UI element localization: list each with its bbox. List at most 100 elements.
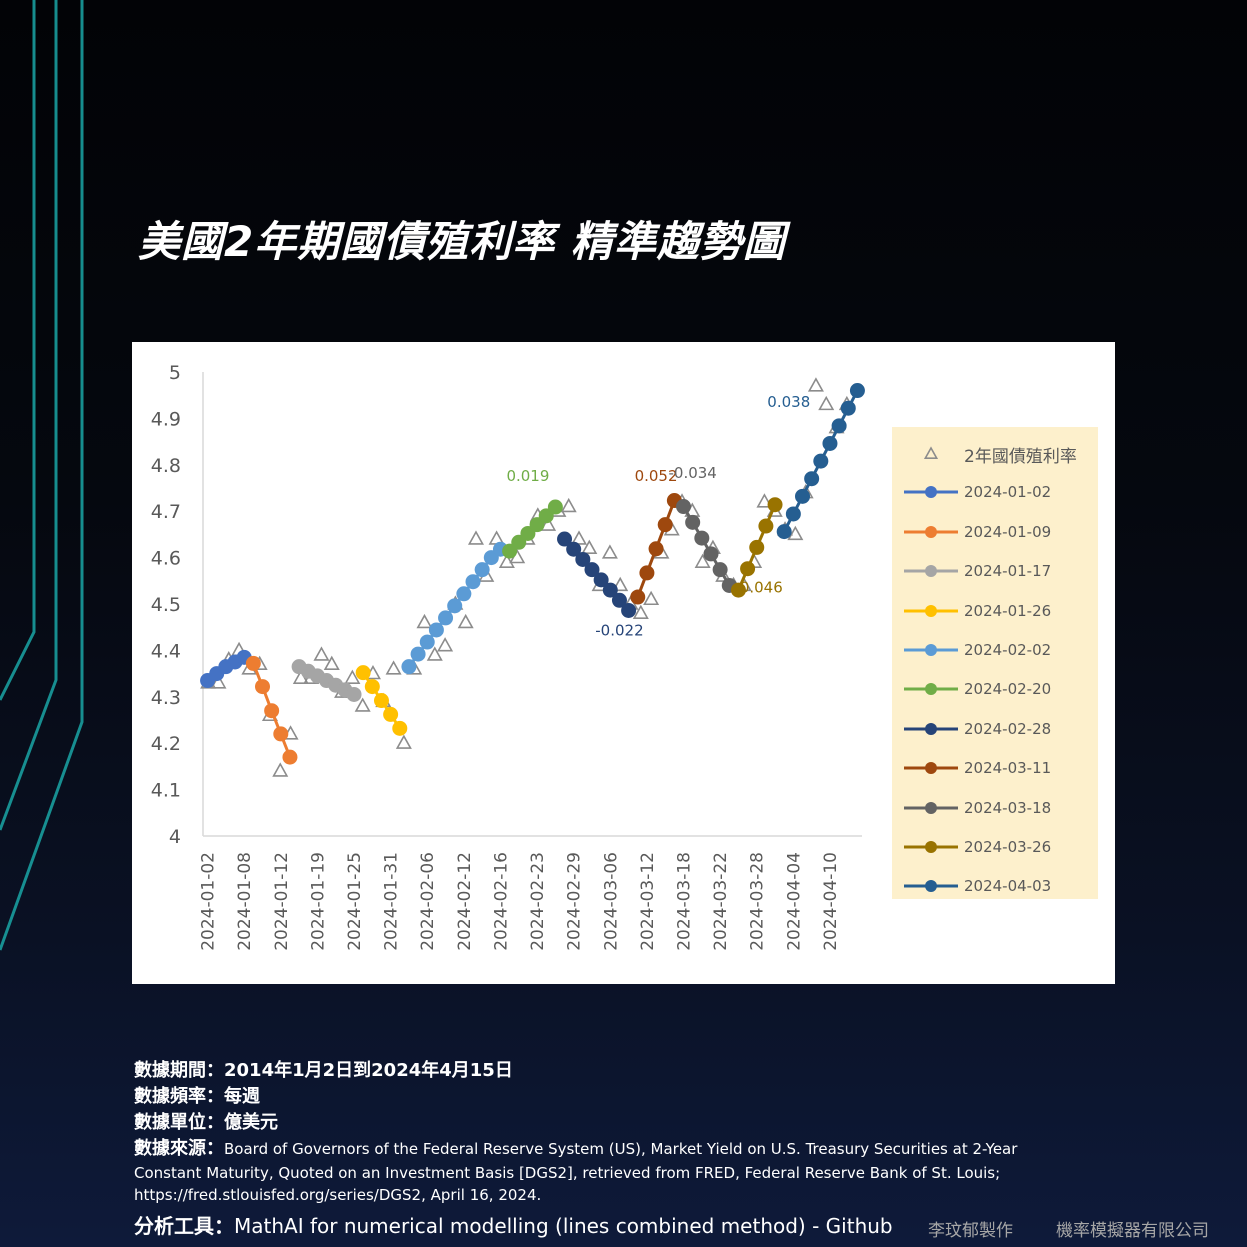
y-tick-label: 4.3 — [151, 687, 181, 709]
actual-point — [272, 762, 289, 777]
legend-line-marker — [904, 801, 958, 814]
y-tick-label: 4 — [169, 826, 181, 848]
actual-point — [344, 669, 361, 684]
footer-tool: 分析工具：MathAI for numerical modelling (lin… — [134, 1210, 893, 1239]
actual-point — [632, 604, 649, 619]
y-tick-label: 4.8 — [151, 455, 181, 477]
legend-line-marker — [904, 486, 958, 499]
x-tick-label: 2024-03-12 — [638, 852, 658, 951]
legend-label: 2024-01-02 — [964, 483, 1052, 502]
legend-item: 2年國債殖利率 — [892, 441, 1098, 467]
y-tick-label: 4.5 — [151, 594, 181, 616]
series-point — [676, 499, 692, 515]
footer-tool-row: 分析工具：MathAI for numerical modelling (lin… — [134, 1206, 1224, 1241]
y-tick-label: 4.4 — [151, 640, 181, 662]
series-point — [447, 598, 463, 614]
actual-point — [437, 637, 454, 652]
series-point — [383, 706, 399, 722]
legend-line-marker — [904, 604, 958, 617]
deco-line-3 — [0, 0, 84, 951]
legend-line-marker — [904, 644, 958, 656]
annotation-label: -0.034 — [668, 464, 716, 482]
series-point — [630, 589, 646, 605]
legend-line-marker — [904, 722, 958, 735]
actual-point — [457, 613, 474, 629]
legend-item: 2024-02-20 — [892, 677, 1098, 701]
x-tick-label: 2024-02-23 — [528, 852, 548, 951]
series-point — [392, 720, 408, 736]
legend-item: 2024-01-09 — [892, 520, 1098, 544]
x-tick-label: 2024-03-22 — [711, 852, 731, 951]
legend-line-marker — [904, 762, 958, 775]
series-point — [364, 679, 380, 695]
legend-item: 2024-02-02 — [892, 638, 1098, 662]
legend-line-marker — [904, 880, 958, 893]
footer-source-line3: https://fred.stlouisfed.org/series/DGS2,… — [134, 1186, 542, 1204]
series-point — [703, 546, 719, 562]
legend-item: 2024-03-26 — [892, 835, 1098, 859]
y-tick-label: 4.2 — [151, 733, 181, 755]
series-point — [584, 562, 600, 578]
legend-label: 2年國債殖利率 — [964, 447, 1077, 467]
series-point — [355, 665, 371, 681]
series-point — [273, 726, 289, 742]
actual-point — [385, 660, 402, 675]
footer-period-value: 2014年1月2日到2024年4月15日 — [224, 1060, 513, 1081]
series-point — [621, 602, 637, 618]
series-point — [410, 646, 426, 662]
y-tick-label: 4.9 — [151, 408, 181, 430]
deco-line-1 — [0, 0, 36, 701]
series-point — [685, 514, 701, 530]
footer-source-line2: Constant Maturity, Quoted on an Investme… — [134, 1164, 1001, 1182]
actual-point — [540, 516, 557, 531]
actual-point — [313, 646, 330, 661]
x-tick-label: 2024-01-12 — [272, 852, 292, 951]
series-point — [758, 518, 774, 534]
annotation-label: 0.052 — [635, 467, 678, 485]
actual-point — [787, 525, 804, 541]
actual-point — [416, 613, 433, 629]
deco-line-2 — [0, 0, 58, 831]
series-point — [776, 524, 792, 540]
annotation-label: -0.022 — [595, 622, 643, 640]
legend-line-marker — [904, 841, 958, 853]
x-tick-label: 2024-01-19 — [308, 852, 328, 951]
actual-point — [395, 734, 412, 749]
x-tick-label: 2024-04-04 — [784, 852, 804, 951]
series-point — [419, 634, 435, 650]
legend-label: 2024-01-17 — [964, 562, 1052, 581]
legend-label: 2024-01-26 — [964, 601, 1052, 620]
actual-point — [570, 530, 588, 545]
yield-chart: 4 4.1 4.2 4.3 4.4 4.5 4.6 4.7 4.8 4.9 5 2024-01-02 2… — [151, 362, 865, 951]
footer-source-key: 數據來源： — [134, 1138, 224, 1159]
series-point — [639, 565, 655, 581]
footer-tool-value: MathAI for numerical modelling (lines co… — [234, 1214, 893, 1238]
series-point — [767, 497, 783, 513]
legend-item: 2024-03-18 — [892, 796, 1098, 820]
legend-label: 2024-02-02 — [964, 641, 1052, 659]
y-tick-label: 5 — [169, 362, 181, 384]
series-point — [456, 586, 472, 602]
series-point — [373, 693, 389, 709]
y-tick-label: 4.1 — [151, 780, 181, 802]
series-point — [474, 562, 490, 578]
series-point — [804, 471, 820, 487]
footer: 數據期間：2014年1月2日到2024年4月15日 數據頻率：每週 數據單位：億… — [134, 1058, 1224, 1241]
series-point — [740, 561, 756, 577]
legend-label: 2024-03-18 — [964, 798, 1052, 817]
series-point — [346, 686, 362, 702]
footer-source: 數據來源：Board of Governors of the Federal R… — [134, 1136, 1224, 1206]
series-point — [593, 572, 609, 588]
series-point — [822, 435, 838, 451]
footer-unit-key: 數據單位： — [134, 1112, 224, 1133]
series-point — [264, 703, 280, 719]
legend-item: 2024-04-03 — [892, 874, 1098, 898]
series-point — [694, 530, 710, 546]
actual-point — [756, 493, 773, 508]
actual-point — [467, 530, 485, 545]
series-point — [575, 551, 591, 567]
footer-frequency-key: 數據頻率： — [134, 1086, 224, 1107]
x-tick-label: 2024-04-10 — [821, 852, 841, 951]
legend-label: 2024-01-09 — [964, 522, 1052, 541]
actual-point — [354, 697, 371, 712]
